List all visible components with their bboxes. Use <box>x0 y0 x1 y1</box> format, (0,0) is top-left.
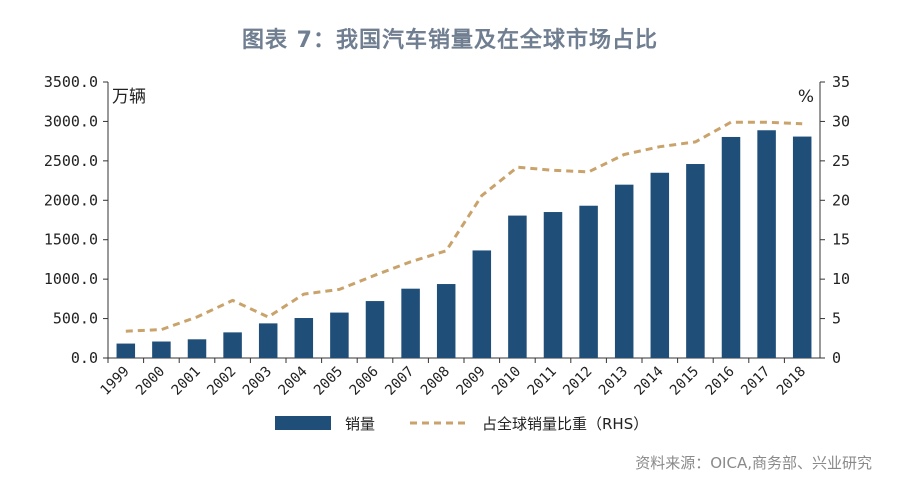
x-tick-label: 2001 <box>169 364 204 399</box>
bar-2007 <box>401 288 420 358</box>
x-tick-label: 2016 <box>703 364 738 399</box>
x-tick-label: 2018 <box>774 364 809 399</box>
bar-2011 <box>543 212 563 358</box>
right-tick-label: 15 <box>832 231 850 249</box>
right-tick-label: 35 <box>832 73 850 91</box>
x-tick-label: 2009 <box>453 364 488 399</box>
x-tick-label: 2013 <box>596 364 631 399</box>
bar-2009 <box>472 250 492 358</box>
bar-2003 <box>258 323 278 358</box>
right-tick-label: 20 <box>832 191 850 209</box>
bar-2004 <box>294 318 314 358</box>
chart-title: 图表 7：我国汽车销量及在全球市场占比 <box>242 28 658 53</box>
right-tick-label: 30 <box>832 112 850 130</box>
left-tick-label: 500.0 <box>53 310 98 328</box>
x-tick-label: 2003 <box>240 364 275 399</box>
x-tick-label: 2012 <box>560 364 595 399</box>
left-tick-label: 2000.0 <box>44 191 98 209</box>
x-tick-label: 2011 <box>525 364 560 399</box>
left-tick-label: 1500.0 <box>44 231 98 249</box>
x-tick-label: 2015 <box>667 364 702 399</box>
legend-swatch-bar <box>275 416 331 430</box>
left-tick-label: 1000.0 <box>44 270 98 288</box>
bar-2014 <box>650 172 670 358</box>
bar-2016 <box>721 136 741 358</box>
x-tick-label: 2002 <box>204 364 239 399</box>
left-tick-label: 2500.0 <box>44 152 98 170</box>
share-line <box>125 120 803 333</box>
right-axis-unit: % <box>798 87 814 107</box>
x-tick-label: 2006 <box>347 364 382 399</box>
x-tick-label: 2008 <box>418 364 453 399</box>
source-note: 资料来源：OICA,商务部、兴业研究 <box>635 454 872 472</box>
left-tick-label: 3500.0 <box>44 73 98 91</box>
bar-2006 <box>365 301 385 358</box>
bar-2015 <box>686 164 705 358</box>
x-tick-label: 2005 <box>311 364 346 399</box>
bar-2010 <box>508 215 527 358</box>
x-tick-label: 2007 <box>382 364 417 399</box>
right-tick-label: 25 <box>832 152 850 170</box>
x-tick-label: 2010 <box>489 364 524 399</box>
bar-2017 <box>757 130 776 358</box>
x-tick-label: 1999 <box>97 364 132 399</box>
bar-2018 <box>792 136 812 358</box>
bar-2005 <box>330 312 349 358</box>
bar-2000 <box>152 341 171 358</box>
x-tick-label: 2014 <box>631 364 666 399</box>
left-tick-label: 3000.0 <box>44 112 98 130</box>
left-axis-unit: 万辆 <box>112 87 146 107</box>
right-tick-label: 5 <box>832 310 841 328</box>
right-tick-label: 0 <box>832 349 841 367</box>
x-tick-label: 2004 <box>275 364 310 399</box>
right-tick-label: 10 <box>832 270 850 288</box>
x-tick-label: 2000 <box>133 364 168 399</box>
bar-1999 <box>116 343 136 358</box>
bar-2013 <box>614 184 634 358</box>
left-tick-label: 0.0 <box>71 349 98 367</box>
legend-label-bar: 销量 <box>345 415 375 433</box>
bar-2002 <box>223 332 242 358</box>
bar-2001 <box>187 339 207 358</box>
legend-label-line: 占全球销量比重（RHS） <box>482 415 648 433</box>
bar-2008 <box>436 284 456 358</box>
bar-2012 <box>579 205 598 358</box>
x-tick-label: 2017 <box>738 364 773 399</box>
